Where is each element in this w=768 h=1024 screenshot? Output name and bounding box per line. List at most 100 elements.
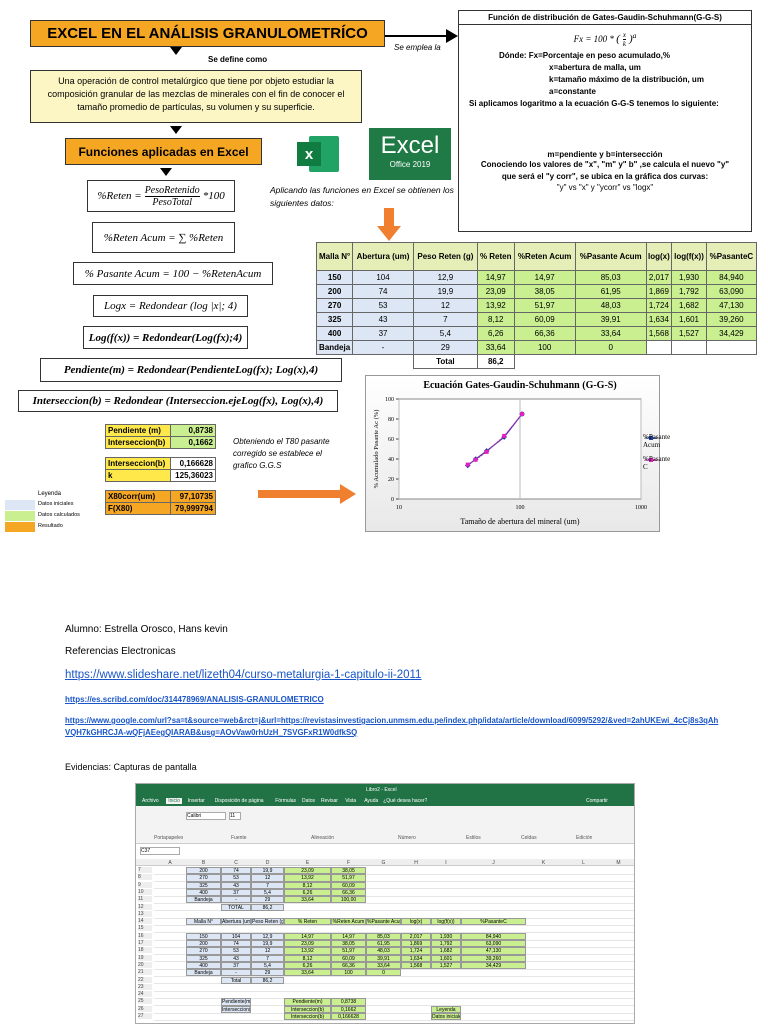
row-number: 16 bbox=[138, 932, 152, 939]
result-row: Interseccion(b) 0,166628 bbox=[104, 457, 216, 470]
header-cell: %PasanteC bbox=[705, 242, 758, 271]
sheet-cell: Interseccion(b) bbox=[284, 1005, 331, 1013]
sheet-cell: 12,9 bbox=[251, 932, 284, 940]
point bbox=[520, 412, 525, 417]
x-axis-label: Tamaño de abertura del mineral (um) bbox=[460, 517, 580, 526]
total-label: Total bbox=[412, 354, 478, 369]
sheet-cell: 74 bbox=[221, 867, 251, 875]
ribbon-group-label: Estilos bbox=[466, 835, 481, 841]
sheet-cell: Abertura (um) bbox=[221, 918, 251, 926]
formula-text: %Reten = bbox=[97, 190, 142, 202]
excel-logo: Excel Office 2019 bbox=[369, 128, 451, 180]
header-row: Malla N° Abertura (um) Peso Reten (g)% Ret… bbox=[315, 242, 758, 271]
sheet-cell: TOTAL bbox=[221, 903, 251, 911]
row-line bbox=[154, 1012, 634, 1014]
gap-row bbox=[106, 482, 216, 491]
sheet-cell: %Reten Acum bbox=[331, 918, 366, 926]
data-table: Malla N° Abertura (um) Peso Reten (g)% Ret… bbox=[315, 242, 758, 369]
sheet-cell: 200 bbox=[186, 940, 221, 948]
ggs-line: Dónde: Fx=Porcentaje en peso acumulado,% bbox=[499, 51, 670, 61]
sheet-cell: 1,724 bbox=[401, 947, 431, 955]
sheet-cell: 1,568 bbox=[401, 961, 431, 970]
header-cell: %Reten Acum bbox=[513, 242, 576, 271]
chart-title: Ecuación Gates-Gaudin-Schuhmann (G-G-S) bbox=[423, 380, 616, 391]
cell: 12,9 bbox=[412, 270, 478, 285]
excel-screenshot: Libro2 - Excel Archivo Inicio Insertar Disp… bbox=[135, 783, 635, 1024]
link[interactable]: https://www.google.com/url?sa=t&source=w… bbox=[65, 716, 719, 737]
row-line bbox=[154, 903, 634, 904]
gap bbox=[106, 482, 216, 491]
sheet-cell: 12 bbox=[251, 947, 284, 955]
sheet-cell: 14,97 bbox=[284, 932, 331, 940]
column-header: H bbox=[414, 860, 418, 866]
link[interactable]: https://es.scribd.com/doc/314478969/ANAL… bbox=[65, 695, 324, 704]
cell: 150 bbox=[315, 270, 354, 285]
total-value: 86,2 bbox=[476, 354, 515, 369]
applying-note: Aplicando las funciones en Excel se obti… bbox=[270, 185, 454, 208]
sheet-cell: 23,09 bbox=[284, 940, 331, 948]
cell: 7 bbox=[412, 312, 478, 327]
sheet-cell: 5,4 bbox=[251, 888, 284, 897]
result-cell: F(X80) bbox=[104, 502, 172, 515]
ggs-mb: m=pendiente y b=intersección bbox=[547, 150, 663, 160]
ribbon-group-label: Portapapeles bbox=[154, 835, 184, 841]
result-cell: X80corr(um) bbox=[104, 490, 172, 503]
cell: 33,64 bbox=[476, 340, 515, 355]
result-cell: k bbox=[104, 469, 172, 482]
sheet-cell: 43 bbox=[221, 954, 251, 962]
column-header: B bbox=[201, 860, 206, 866]
gap bbox=[106, 449, 216, 458]
sheet-cell: Pendiente(m) bbox=[221, 998, 251, 1006]
sheet-cell: 47,130 bbox=[461, 947, 526, 955]
ggs-line: a=constante bbox=[549, 87, 596, 97]
sheet-cell: 400 bbox=[186, 888, 221, 897]
cell: 1,724 bbox=[645, 298, 673, 313]
row-number: 10 bbox=[138, 888, 152, 895]
sheet-cell: 53 bbox=[221, 874, 251, 882]
header-cell: Malla N° bbox=[315, 242, 354, 271]
sheet-cell: 104 bbox=[221, 932, 251, 940]
link[interactable]: https://www.slideshare.net/lizeth04/curs… bbox=[65, 669, 422, 681]
cell: 14,97 bbox=[513, 270, 576, 285]
uses-label: Se emplea la bbox=[394, 43, 441, 52]
cell: 29 bbox=[412, 340, 478, 355]
ribbon-group-label: Alineación bbox=[311, 835, 335, 841]
ggs-formula: Fx = 100 * (x k)a bbox=[573, 31, 637, 49]
ribbon-group-label: Número bbox=[398, 835, 416, 841]
sheet-cell: 43 bbox=[221, 881, 251, 889]
cell: 104 bbox=[352, 270, 414, 285]
cell: 0 bbox=[574, 340, 647, 355]
cell: 1,792 bbox=[671, 284, 707, 299]
cell: 1,601 bbox=[671, 312, 707, 327]
sheet-cell: 325 bbox=[186, 954, 221, 962]
cell: 74 bbox=[352, 284, 414, 299]
cell: 13,92 bbox=[476, 298, 515, 313]
cell: 100 bbox=[513, 340, 576, 355]
row-line bbox=[154, 888, 634, 890]
sheet-cell: %Pasante Acum bbox=[366, 918, 401, 926]
cell: 1,869 bbox=[645, 284, 673, 299]
cell: 23,09 bbox=[476, 284, 515, 299]
sheet-cell: 270 bbox=[186, 874, 221, 882]
cell: 200 bbox=[315, 284, 354, 299]
row-line bbox=[154, 1005, 634, 1007]
x-tick-label: 100 bbox=[516, 505, 525, 511]
row-number: 23 bbox=[138, 983, 152, 990]
y-tick-label: 0 bbox=[391, 497, 394, 503]
fraction: PesoRetenido PesoTotal bbox=[144, 185, 200, 208]
sheet-cell: 61,95 bbox=[366, 940, 401, 948]
x-tick-label: 10 bbox=[396, 505, 402, 511]
formula: Log(f(x)) = Redondear(Log(fx);4) bbox=[83, 326, 248, 349]
formula: Logx = Redondear (log |x|; 4) bbox=[93, 295, 248, 317]
point bbox=[473, 457, 478, 462]
y-tick-label: 80 bbox=[388, 417, 394, 423]
row-number: 12 bbox=[138, 903, 152, 910]
formula: %Reten Acum = ∑ %Reten bbox=[92, 222, 235, 253]
sheet-cell: 14,97 bbox=[331, 932, 366, 940]
formula-text: Fx = 100 * bbox=[573, 34, 614, 44]
header-cell: log(x) bbox=[645, 242, 673, 271]
ggs-title: Función de distribución de Gates-Gaudin-… bbox=[459, 11, 751, 25]
window-title: Libro2 - Excel bbox=[366, 787, 397, 793]
sheet-cell: Interseccion(b) bbox=[221, 1005, 251, 1013]
row-line bbox=[154, 924, 634, 926]
